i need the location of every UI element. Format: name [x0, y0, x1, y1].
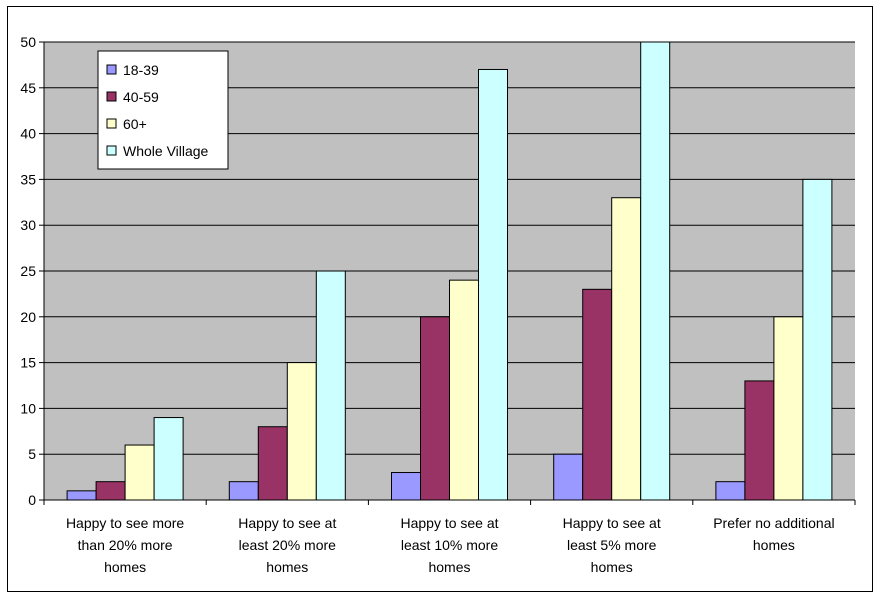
category-labels: Happy to see more than 20% more homes Happy… — [66, 515, 835, 575]
category-label: Happy to see at least 10% more homes — [400, 515, 498, 575]
bar-60- — [125, 445, 154, 500]
bar-18-39 — [392, 473, 421, 500]
legend-swatch — [107, 146, 116, 155]
bar-60- — [450, 280, 479, 500]
legend: 18-39 40-59 60+ Whole Village — [98, 51, 228, 169]
category-label: Happy to see at least 20% more homes — [238, 515, 336, 575]
y-tick-label: 30 — [20, 217, 36, 233]
bar-60- — [612, 198, 641, 500]
bar-60- — [287, 363, 316, 500]
category-label: Prefer no additional homes — [713, 515, 834, 553]
bar-whole-village — [641, 42, 670, 500]
y-tick-label: 20 — [20, 309, 36, 325]
y-tick-label: 15 — [20, 355, 36, 371]
bar-whole-village — [479, 69, 508, 500]
legend-swatch — [107, 65, 116, 74]
bar-18-39 — [229, 482, 258, 500]
y-tick-label: 10 — [20, 400, 36, 416]
y-tick-label: 25 — [20, 263, 36, 279]
bar-40-59 — [583, 289, 612, 500]
y-tick-label: 40 — [20, 126, 36, 142]
category-label: Happy to see more than 20% more homes — [66, 515, 184, 575]
legend-entry: 40-59 — [123, 89, 159, 105]
legend-swatch — [107, 119, 116, 128]
bar-40-59 — [96, 482, 125, 500]
bar-whole-village — [154, 418, 183, 500]
bar-40-59 — [421, 317, 450, 500]
y-tick-label: 5 — [28, 446, 36, 462]
y-tick-label: 0 — [28, 492, 36, 508]
bar-40-59 — [258, 427, 287, 500]
y-tick-labels: 0 5 10 15 20 25 30 35 40 45 50 — [20, 34, 36, 508]
bar-whole-village — [803, 179, 832, 500]
y-tick-label: 35 — [20, 171, 36, 187]
bar-18-39 — [554, 454, 583, 500]
legend-entry: 18-39 — [123, 62, 159, 78]
legend-swatch — [107, 92, 116, 101]
bar-whole-village — [316, 271, 345, 500]
bar-40-59 — [745, 381, 774, 500]
category-label: Happy to see at least 5% more homes — [563, 515, 661, 575]
bar-18-39 — [67, 491, 96, 500]
y-tick-label: 50 — [20, 34, 36, 50]
bar-18-39 — [716, 482, 745, 500]
legend-entry: 60+ — [123, 116, 147, 132]
y-tick-label: 45 — [20, 80, 36, 96]
legend-entry: Whole Village — [123, 143, 209, 159]
bar-60- — [774, 317, 803, 500]
